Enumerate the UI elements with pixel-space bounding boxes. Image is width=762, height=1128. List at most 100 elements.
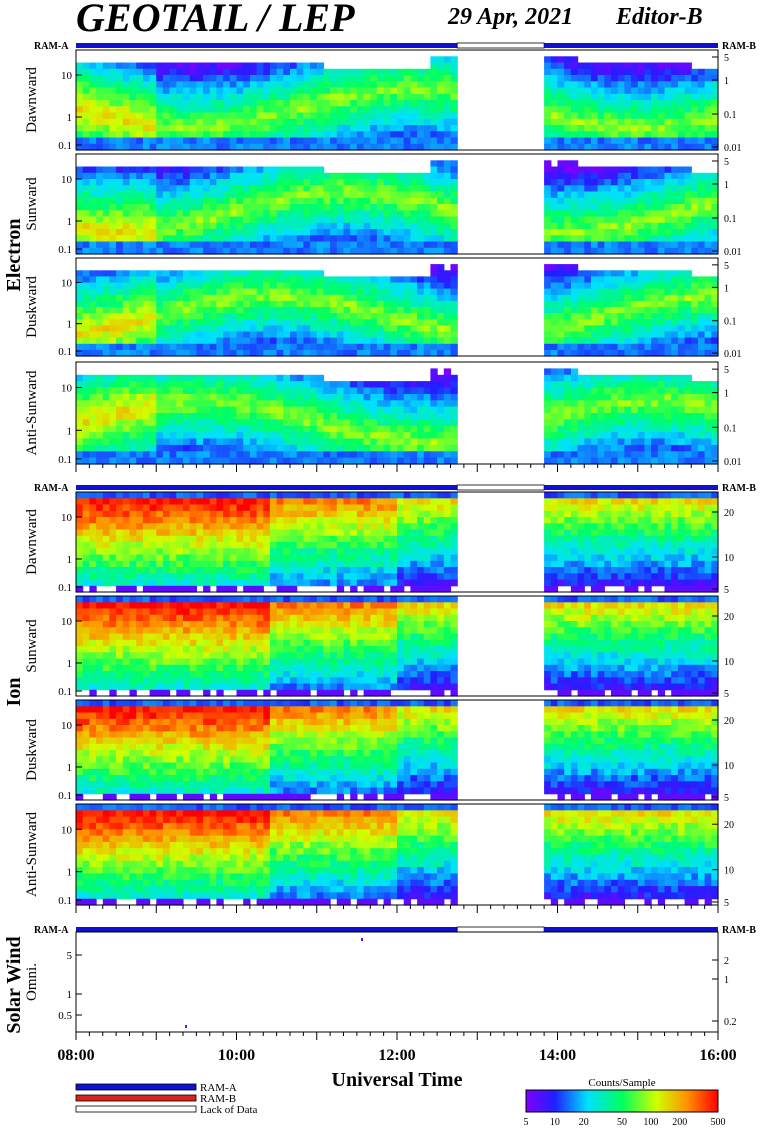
spectrogram-cell (283, 319, 291, 326)
spectrogram-cell (149, 432, 157, 440)
spectrogram-cell (677, 222, 686, 230)
spectrogram-cell (691, 106, 699, 114)
spectrogram-cell (283, 143, 291, 151)
spectrogram-cell (310, 349, 318, 357)
spectrogram-cell (196, 216, 204, 224)
spectrogram-cell (611, 197, 619, 205)
spectrogram-cell (584, 62, 592, 70)
spectrogram-cell (651, 381, 659, 389)
spectrogram-cell (183, 166, 191, 174)
spectrogram-cell (343, 87, 351, 95)
spectrogram-cell (664, 307, 672, 314)
spectrogram-cell (363, 197, 371, 205)
spectrogram-cell (243, 406, 251, 414)
spectrogram-cell (671, 131, 679, 139)
spectrogram-cell (336, 393, 345, 401)
spectrogram-cell (383, 307, 391, 314)
spectrogram-cell (249, 81, 258, 89)
spectrogram-cell (229, 125, 238, 132)
spectrogram-cell (142, 131, 151, 139)
spectrogram-cell (611, 331, 619, 339)
spectrogram-cell (383, 106, 391, 114)
spectrogram-cell (677, 68, 686, 76)
spectrogram-cell (316, 343, 325, 351)
spectrogram-cell (624, 451, 632, 459)
spectrogram-cell (156, 247, 164, 255)
spectrogram-cell (564, 112, 572, 120)
spectrogram-cell (410, 413, 418, 420)
spectrogram-cell (604, 307, 612, 314)
spectrogram-cell (216, 81, 224, 89)
spectrogram-cell (122, 425, 131, 433)
spectrogram-cell (544, 166, 552, 174)
spectrogram-cell (116, 106, 124, 114)
spectrogram-cell (550, 387, 559, 395)
spectrogram-cell (156, 179, 164, 186)
spectrogram-cell (350, 81, 358, 89)
spectrogram-cell (383, 343, 391, 351)
spectrogram-cell (644, 381, 652, 389)
spectrogram-cell (624, 197, 632, 205)
spectrogram-cell (336, 137, 345, 145)
spectrogram-cell (82, 276, 90, 284)
spectrogram-cell (223, 100, 231, 107)
spectrogram-cell (129, 319, 137, 326)
spectrogram-cell (617, 81, 625, 89)
spectrogram-cell (390, 406, 398, 414)
spectrogram-cell (370, 210, 378, 218)
spectrogram-cell (631, 197, 639, 205)
spectrogram-cell (550, 143, 559, 151)
spectrogram-cell (691, 235, 699, 243)
spectrogram-cell (350, 276, 358, 284)
spectrogram-cell (162, 235, 171, 243)
spectrogram-cell (183, 204, 191, 211)
spectrogram-cell (376, 400, 385, 408)
spectrogram-cell (310, 222, 318, 230)
spectrogram-cell (142, 112, 151, 120)
spectrogram-cell (82, 210, 90, 218)
spectrogram-cell (691, 381, 699, 389)
spectrogram-cell (330, 204, 338, 211)
spectrogram-cell (129, 172, 137, 180)
spectrogram-cell (256, 81, 264, 89)
spectrogram-cell (376, 179, 385, 186)
spectrogram-cell (89, 548, 97, 556)
spectrogram-cell (116, 118, 124, 126)
spectrogram-cell (691, 337, 699, 345)
spectrogram-cell (169, 387, 177, 395)
spectrogram-cell (450, 172, 458, 180)
spectrogram-cell (397, 247, 405, 255)
spectrogram-cell (216, 337, 224, 345)
spectrogram-cell (216, 374, 224, 382)
spectrogram-cell (617, 137, 625, 145)
spectrogram-cell (684, 93, 692, 101)
spectrogram-cell (129, 523, 137, 531)
spectrogram-cell (691, 319, 699, 326)
spectrogram-cell (209, 270, 218, 277)
spectrogram-cell (671, 374, 679, 382)
spectrogram-cell (651, 400, 659, 408)
spectrogram-cell (203, 406, 211, 414)
spectrogram-cell (437, 406, 445, 414)
spectrogram-cell (651, 68, 659, 76)
spectrogram-cell (584, 106, 592, 114)
spectrogram-cell (664, 288, 672, 296)
spectrogram-cell (570, 288, 579, 296)
spectrogram-cell (611, 229, 619, 236)
spectrogram-cell (611, 343, 619, 351)
spectrogram-cell (216, 319, 224, 326)
spectrogram-cell (156, 93, 164, 101)
spectrogram-cell (677, 270, 686, 277)
spectrogram-cell (443, 81, 452, 89)
spectrogram-cell (243, 438, 251, 446)
spectrogram-cell (390, 300, 398, 308)
spectrogram-cell (383, 185, 391, 193)
spectrogram-cell (631, 68, 639, 76)
spectrogram-cell (129, 510, 137, 518)
spectrogram-cell (336, 100, 345, 107)
spectrogram-cell (363, 204, 371, 211)
spectrogram-cell (597, 106, 605, 114)
spectrogram-cell (236, 282, 244, 290)
spectrogram-cell (276, 300, 284, 308)
spectrogram-cell (109, 331, 117, 339)
